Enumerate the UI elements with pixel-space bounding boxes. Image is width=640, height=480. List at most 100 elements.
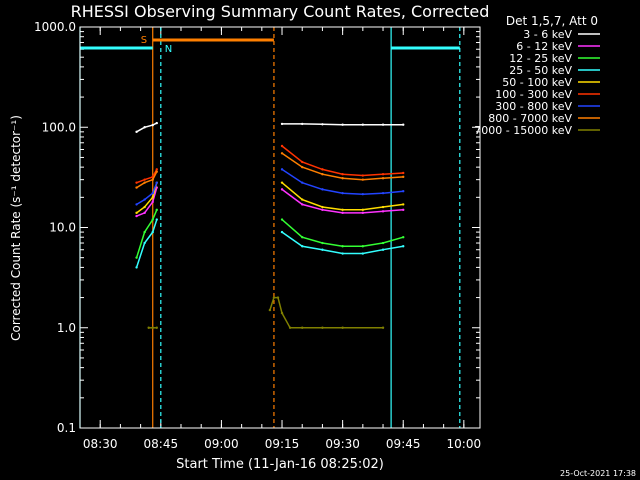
legend-label: 12 - 25 keV — [509, 52, 572, 65]
data-point — [151, 123, 154, 127]
series-7 — [135, 168, 405, 206]
data-point — [321, 326, 324, 329]
data-point — [341, 208, 344, 212]
data-point — [135, 130, 138, 134]
data-point — [280, 144, 284, 148]
series-3 — [135, 208, 405, 259]
chart-title: RHESSI Observing Summary Count Rates, Co… — [71, 2, 490, 21]
y-tick-label: 100.0 — [42, 120, 76, 134]
data-point — [151, 196, 154, 199]
data-point — [361, 174, 365, 177]
data-point — [321, 205, 324, 209]
data-series — [135, 121, 405, 329]
data-point — [361, 211, 365, 215]
data-point — [341, 245, 344, 248]
x-tick-label: 08:45 — [144, 437, 179, 451]
data-point — [301, 198, 304, 201]
y-tick-label: 0.1 — [57, 421, 76, 435]
instrument-overlays: SN — [79, 27, 461, 428]
data-point — [321, 123, 324, 126]
y-tick-label: 1000.0 — [34, 20, 76, 34]
data-point — [402, 203, 405, 206]
axis-ticks: 0.1 1.0 10.0 100.0 1000.0 08:30 08:45 09:00 09:1… — [34, 20, 481, 451]
legend-label: 7000 - 15000 keV — [474, 124, 572, 137]
legend-label: 100 - 300 keV — [495, 88, 572, 101]
data-point — [135, 256, 138, 259]
x-axis-label: Start Time (11-Jan-16 08:25:02) — [176, 457, 384, 472]
legend-label: 300 - 800 keV — [495, 100, 572, 113]
data-point — [402, 236, 405, 239]
data-point — [381, 210, 385, 213]
legend-header: Det 1,5,7, Att 0 — [506, 14, 598, 28]
series-line — [136, 169, 158, 184]
legend-label: 50 - 100 keV — [502, 76, 572, 89]
data-point — [288, 326, 292, 329]
data-point — [151, 178, 154, 181]
series-line — [135, 219, 158, 268]
data-point — [301, 122, 304, 126]
data-point — [151, 191, 154, 195]
series-line — [135, 209, 158, 258]
series-line — [136, 171, 158, 189]
data-point — [301, 203, 304, 206]
series-line — [281, 152, 404, 181]
data-point — [143, 230, 146, 234]
data-point — [280, 122, 284, 126]
data-point — [155, 208, 158, 212]
series-5 — [135, 181, 405, 215]
legend-label: 6 - 12 keV — [516, 40, 572, 53]
data-point — [341, 123, 344, 126]
data-point — [280, 188, 284, 191]
data-point — [341, 191, 344, 195]
data-point — [321, 173, 324, 176]
series-line — [269, 296, 383, 329]
series-6 — [135, 144, 405, 184]
x-tick-label: 09:45 — [386, 437, 421, 451]
data-point — [381, 123, 385, 126]
series-line — [281, 182, 404, 211]
data-point — [151, 200, 154, 204]
data-point — [301, 236, 304, 239]
x-tick-label: 08:30 — [83, 437, 118, 451]
x-tick-label: 09:15 — [265, 437, 300, 451]
series-line — [136, 187, 158, 217]
data-point — [143, 181, 146, 184]
y-axis-label: Corrected Count Rate (s⁻¹ detector⁻¹) — [9, 115, 23, 341]
data-point — [155, 326, 158, 329]
y-tick-label: 1.0 — [57, 321, 76, 335]
data-point — [143, 126, 146, 129]
data-point — [361, 245, 365, 248]
x-tick-label: 10:00 — [447, 437, 482, 451]
data-point — [361, 123, 365, 126]
data-point — [272, 296, 276, 299]
data-point — [381, 248, 385, 251]
data-point — [381, 326, 385, 329]
data-point — [143, 241, 146, 245]
data-point — [280, 181, 284, 184]
data-point — [301, 245, 304, 248]
data-point — [151, 230, 154, 234]
series-9 — [147, 296, 385, 329]
data-point — [155, 218, 158, 221]
data-point — [341, 252, 344, 255]
data-point — [280, 168, 284, 171]
footer-date: 25-Oct-2021 17:38 — [560, 469, 636, 478]
data-point — [135, 181, 138, 184]
data-point — [268, 308, 272, 312]
annotation-label: N — [165, 44, 172, 55]
data-point — [280, 311, 284, 315]
data-point — [361, 178, 365, 181]
data-point — [381, 191, 385, 195]
data-point — [361, 252, 365, 255]
data-point — [381, 173, 385, 176]
data-point — [143, 198, 146, 201]
annotation-label: S — [141, 35, 147, 46]
data-point — [301, 326, 304, 329]
data-point — [301, 160, 304, 164]
data-point — [143, 205, 146, 209]
data-point — [280, 230, 284, 234]
plot-frame — [79, 26, 481, 429]
data-point — [151, 326, 154, 329]
